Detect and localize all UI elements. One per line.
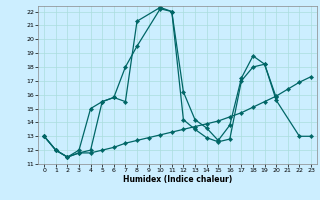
- X-axis label: Humidex (Indice chaleur): Humidex (Indice chaleur): [123, 175, 232, 184]
